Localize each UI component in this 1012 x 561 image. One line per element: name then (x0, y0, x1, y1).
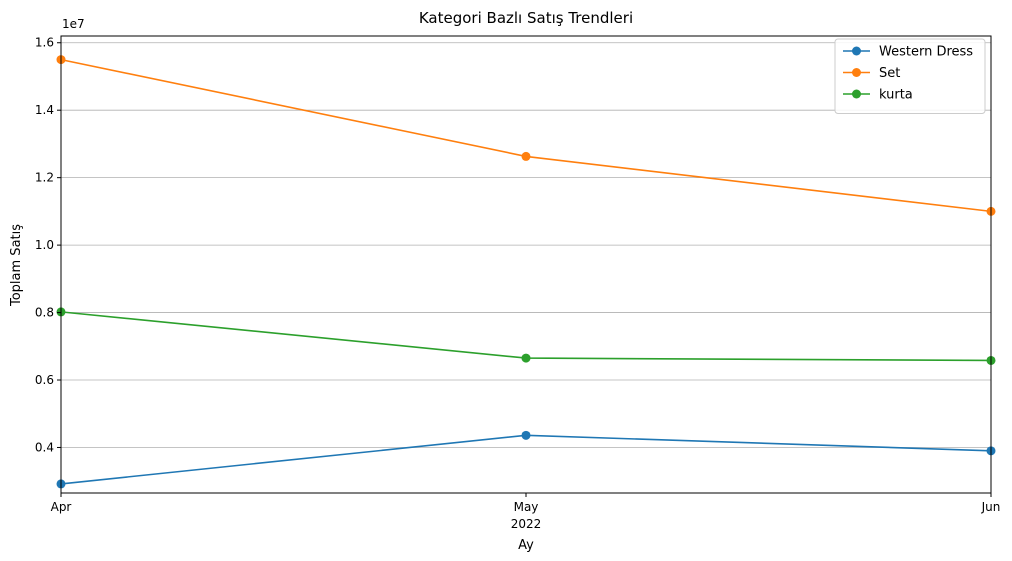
y-tick-label: 0.8 (35, 306, 54, 320)
legend-label: Western Dress (879, 45, 973, 60)
legend-marker (852, 68, 861, 77)
legend-item: Set (843, 66, 900, 81)
series-layer (56, 55, 996, 489)
data-point (521, 353, 531, 363)
chart-title: Kategori Bazlı Satış Trendleri (419, 9, 633, 27)
x-tick-label: May (514, 500, 539, 514)
y-tick-label: 1.4 (35, 103, 54, 117)
series-line (60, 434, 992, 485)
y-tick-label: 1.0 (35, 238, 54, 252)
y-tick-label: 1.2 (35, 171, 54, 185)
series-line (60, 311, 992, 362)
data-point (521, 430, 531, 440)
legend-label: Set (879, 66, 900, 81)
y-axis-ticks: 0.4 0.6 0.8 1.0 1.2 1.4 1.6 (35, 36, 61, 454)
series-kurta (56, 307, 996, 365)
legend-item: kurta (843, 88, 913, 103)
y-axis-label: Toplam Satış (9, 224, 24, 307)
legend-marker (852, 46, 861, 56)
grid-lines (61, 42, 991, 448)
x-tick-label: Apr (51, 500, 72, 514)
data-point (521, 151, 531, 161)
legend-box (834, 38, 986, 114)
series-western-dress (56, 430, 996, 489)
legend-item: Western Dress (843, 45, 973, 60)
y-axis-offset-label: 1e7 (62, 17, 85, 31)
x-tick-label: Jun (981, 500, 1001, 514)
x-axis-label: Ay (518, 538, 534, 553)
legend: Western Dress Set kurta (834, 38, 986, 114)
x-axis-ticks: Apr May Jun (51, 493, 1001, 514)
x-axis-sublabel: 2022 (511, 517, 542, 531)
legend-label: kurta (879, 88, 913, 103)
y-tick-label: 0.6 (35, 373, 54, 387)
legend-marker (852, 89, 861, 99)
y-tick-label: 1.6 (35, 36, 54, 50)
y-tick-label: 0.4 (35, 440, 54, 454)
